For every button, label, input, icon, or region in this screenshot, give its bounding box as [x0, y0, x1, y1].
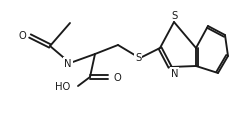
- Text: N: N: [64, 59, 72, 68]
- Text: O: O: [18, 31, 26, 41]
- Text: S: S: [135, 53, 141, 62]
- Text: O: O: [113, 72, 121, 82]
- Text: S: S: [171, 11, 177, 21]
- Text: N: N: [171, 68, 179, 78]
- Text: HO: HO: [55, 81, 70, 91]
